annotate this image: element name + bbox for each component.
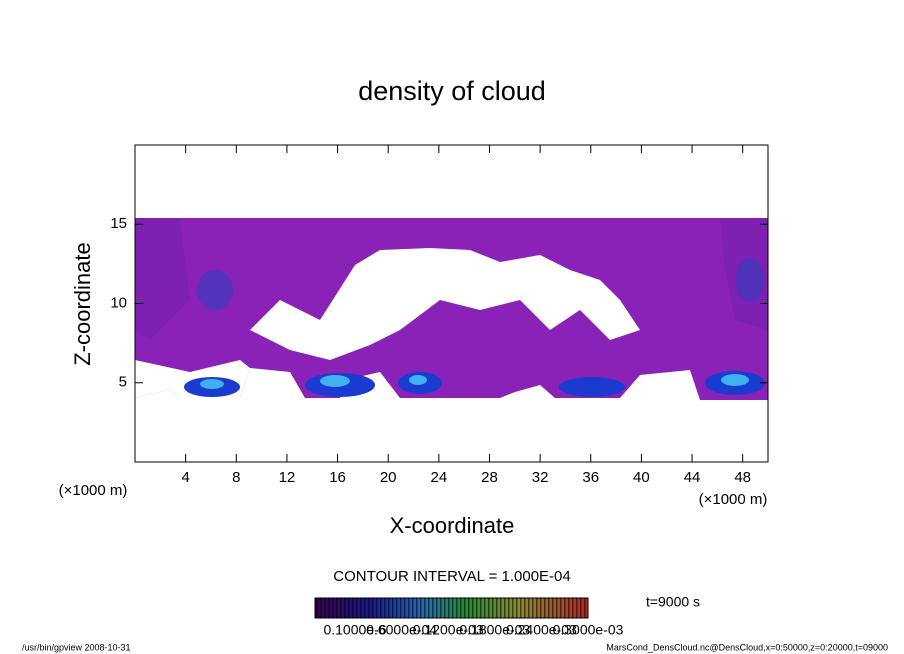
x-tick-label: 32 (532, 469, 549, 486)
colorbar-label: 0.1000e-6 (323, 622, 386, 638)
x-tick-label: 40 (633, 469, 650, 486)
time-label: t=9000 s (646, 594, 700, 610)
footer-right: MarsCond_DensCloud.nc@DensCloud,x=0:5000… (606, 642, 888, 652)
x-unit-left: (×1000 m) (59, 482, 128, 499)
x-tick-label: 48 (734, 469, 751, 486)
x-tick-label: 20 (380, 469, 397, 486)
y-tick-label: 5 (119, 374, 127, 391)
colorbar-label: 0.3000e-03 (553, 622, 624, 638)
x-tick-label: 4 (181, 469, 189, 486)
x-tick-label: 24 (430, 469, 447, 486)
x-tick-label: 36 (582, 469, 599, 486)
colorbar-label: 0.1800e-03 (459, 622, 530, 638)
x-tick-label: 28 (481, 469, 498, 486)
y-tick-label: 15 (110, 215, 127, 232)
x-tick-label: 44 (684, 469, 701, 486)
x-tick-label: 12 (279, 469, 296, 486)
x-unit-right: (×1000 m) (699, 491, 768, 508)
colorbar-label: 0.6000e-04 (366, 622, 437, 638)
contour-field (135, 214, 768, 400)
colorbar-label: 0.2400e-03 (506, 622, 577, 638)
colorbar-stripes (315, 598, 588, 618)
y-tick-label: 10 (110, 294, 127, 311)
x-tick-label: 16 (329, 469, 346, 486)
colorbar-label: 0.1200e-03 (413, 622, 484, 638)
x-tick-label: 8 (232, 469, 240, 486)
footer-left: /usr/bin/gpview 2008-10-31 (22, 642, 131, 652)
chart-title: density of cloud (358, 76, 546, 106)
contour-interval: CONTOUR INTERVAL = 1.000E-04 (333, 568, 570, 585)
x-axis-title: X-coordinate (390, 513, 515, 538)
y-axis-title: Z-coordinate (70, 242, 95, 366)
